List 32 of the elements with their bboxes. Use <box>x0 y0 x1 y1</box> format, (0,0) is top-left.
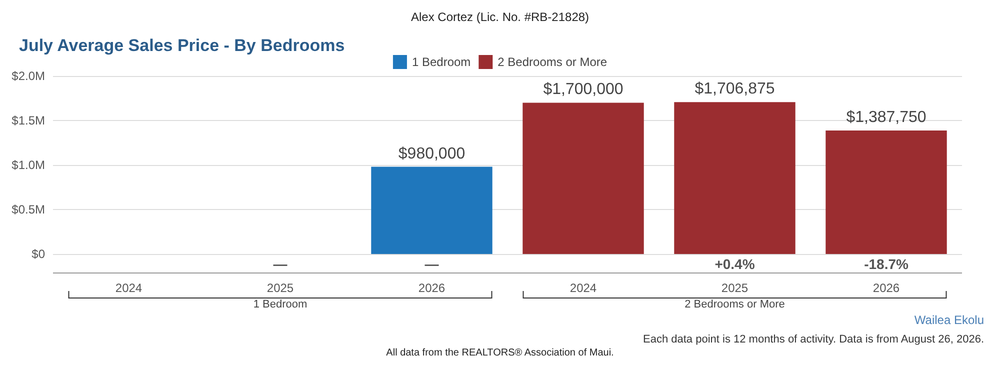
y-tick-label: $1.5M <box>12 114 45 128</box>
text: — <box>424 256 439 272</box>
text: Wailea Ekolu <box>914 313 984 327</box>
data-label: $1,706,875 <box>694 80 775 98</box>
text: -18.7% <box>864 256 909 272</box>
data-label: $1,700,000 <box>543 81 624 98</box>
chart-title: July Average Sales Price - By Bedrooms <box>19 36 345 55</box>
x-tick-label: 2024 <box>115 281 142 295</box>
text: 2 Bedrooms or More <box>684 298 785 310</box>
text: 1 Bedroom <box>253 298 308 310</box>
legend-label: 2 Bedrooms or More <box>498 55 608 69</box>
bar <box>371 166 492 254</box>
bar <box>674 102 796 254</box>
y-tick-label: $0 <box>32 247 46 261</box>
data-label: $1,387,750 <box>846 108 926 126</box>
x-tick-label: 2026 <box>418 281 446 295</box>
bar <box>522 102 644 254</box>
x-tick-label: 2025 <box>721 281 748 295</box>
data-label: $980,000 <box>398 145 466 162</box>
x-tick-label: 2024 <box>570 281 597 295</box>
text: +0.4% <box>714 256 756 272</box>
text: Alex Cortez (Lic. No. #RB-21828) <box>410 10 590 24</box>
text: — <box>273 256 288 272</box>
y-tick-label: $0.5M <box>12 202 45 216</box>
legend-label: 1 Bedroom <box>412 55 471 69</box>
y-tick-label: $1.0M <box>12 158 45 172</box>
x-tick-label: 2026 <box>872 281 900 295</box>
text: Each data point is 12 months of activity. Data is from August 26, 2026. <box>643 334 984 346</box>
bar <box>826 130 947 254</box>
x-tick-label: 2025 <box>266 281 294 295</box>
y-tick-label: $2.0M <box>12 69 45 83</box>
text: All data from the REALTORS® Association of Maui. <box>386 348 614 358</box>
